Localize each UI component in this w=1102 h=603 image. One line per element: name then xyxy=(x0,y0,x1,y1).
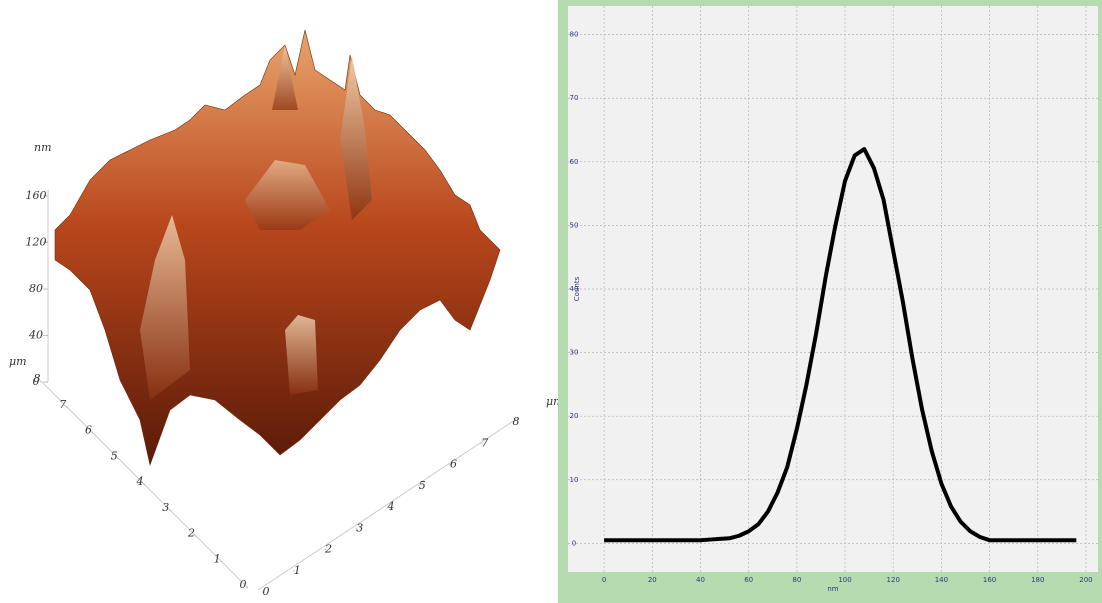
z-tick-label: 80 xyxy=(29,282,43,295)
surface-peak xyxy=(285,315,318,395)
y-tick-label: 0 xyxy=(240,578,247,591)
x-tick-label: 0 xyxy=(263,585,270,598)
y-tick-label: 20 xyxy=(570,412,579,420)
y-axis-label: μm xyxy=(9,355,27,368)
x-tick-label: 8 xyxy=(513,415,520,428)
x-tick-label: 200 xyxy=(1079,576,1092,584)
surface-peak xyxy=(245,160,330,230)
x-tick-label: 5 xyxy=(419,479,426,492)
x-tick-label: 0 xyxy=(602,576,606,584)
y-tick-label: 0 xyxy=(572,539,576,547)
y-tick xyxy=(194,534,197,537)
x-tick-label: 6 xyxy=(450,458,457,471)
surface-peak xyxy=(140,215,190,400)
y-tick-label: 7 xyxy=(59,398,66,411)
z-tick-label: 40 xyxy=(28,329,43,342)
x-tick-label: 7 xyxy=(481,436,488,449)
x-tick-label: 180 xyxy=(1031,576,1044,584)
y-tick-label: 2 xyxy=(187,527,195,540)
x-tick-label: 20 xyxy=(648,576,657,584)
x-tick-label: 4 xyxy=(387,500,395,513)
y-axis-label: Counts xyxy=(573,276,581,301)
y-tick-label: 80 xyxy=(570,31,579,39)
y-tick xyxy=(65,406,69,409)
surface-peak xyxy=(340,55,372,220)
x-tick-label: 2 xyxy=(324,543,332,556)
z-axis-label: nm xyxy=(34,141,52,154)
x-tick-label: 140 xyxy=(935,576,948,584)
y-tick xyxy=(245,586,249,589)
x-tick-label: 3 xyxy=(356,521,363,534)
y-tick xyxy=(91,431,94,434)
x-tick-label: 100 xyxy=(838,576,851,584)
y-tick xyxy=(142,483,146,486)
z-tick-label: 160 xyxy=(26,189,47,202)
x-axis xyxy=(257,417,519,591)
x-tick-label: 40 xyxy=(696,576,705,584)
y-tick-label: 8 xyxy=(34,372,41,385)
x-tick-label: 60 xyxy=(744,576,753,584)
z-tick-label: 0 xyxy=(33,375,40,388)
x-axis-label: nm xyxy=(827,585,838,593)
y-tick-label: 6 xyxy=(85,424,92,437)
y-tick xyxy=(168,509,172,512)
y-tick-label: 10 xyxy=(570,476,579,484)
x-tick-label: 80 xyxy=(792,576,801,584)
x-tick-label: 160 xyxy=(983,576,996,584)
x-tick-label: 120 xyxy=(887,576,900,584)
y-tick-label: 50 xyxy=(570,221,579,229)
y-tick-label: 70 xyxy=(570,94,579,102)
y-tick xyxy=(219,560,223,563)
y-tick-label: 30 xyxy=(570,349,579,357)
y-tick-label: 60 xyxy=(570,158,579,166)
surface-peak xyxy=(272,45,298,110)
y-tick xyxy=(116,457,120,460)
y-tick-label: 3 xyxy=(162,501,169,514)
x-tick-label: 1 xyxy=(294,564,301,577)
y-tick-label: 1 xyxy=(214,552,221,565)
y-tick-label: 40 xyxy=(570,285,579,293)
y-tick xyxy=(39,380,43,383)
histogram-line xyxy=(604,147,1077,543)
histogram-panel: 0 20 40 60 80 100 120 140 160 180 200 0 10 20 30 40 50 60… xyxy=(558,0,1102,603)
y-tick-label: 5 xyxy=(111,449,118,462)
y-tick-label: 4 xyxy=(136,475,144,488)
z-tick-label: 120 xyxy=(26,236,47,249)
